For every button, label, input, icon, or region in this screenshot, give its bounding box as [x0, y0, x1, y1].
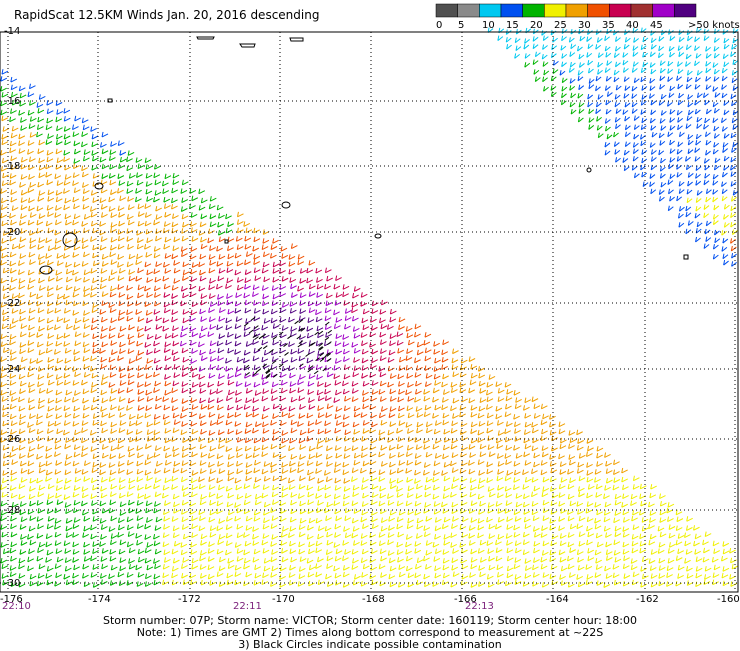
legend-label: 5: [458, 20, 465, 31]
time-label: 22:11: [233, 601, 262, 612]
lon-label: -170: [272, 594, 295, 605]
legend-swatch: [652, 3, 675, 18]
lon-label: -162: [636, 594, 659, 605]
time-label: 22:13: [465, 601, 494, 612]
legend-label: 20: [530, 20, 543, 31]
lat-label: -26: [4, 434, 21, 445]
map-title: RapidScat 12.5KM Winds Jan. 20, 2016 des…: [14, 8, 320, 22]
legend-label: >50 knots: [688, 20, 740, 31]
legend-label: 0: [436, 20, 443, 31]
note-line: Note: 1) Times are GMT 2) Times along bo…: [136, 626, 604, 639]
lon-label: -168: [362, 594, 385, 605]
legend-swatch: [457, 3, 480, 18]
lat-label: -28: [4, 505, 21, 516]
legend-label: 35: [602, 20, 615, 31]
lat-label: -20: [4, 227, 21, 238]
lat-label: -18: [4, 161, 21, 172]
legend-swatch: [565, 3, 588, 18]
island-outlines: [39, 36, 689, 275]
legend-swatch: [500, 3, 523, 18]
lat-lon-grid: [0, 31, 738, 592]
lat-label: -14: [4, 26, 21, 37]
lat-label: -24: [4, 364, 21, 375]
legend-swatch: [587, 3, 610, 18]
legend-label: 45: [650, 20, 663, 31]
legend-swatch: [479, 3, 502, 18]
legend-swatch: [522, 3, 545, 18]
wind-swath: [0, 27, 739, 588]
lon-label: -174: [88, 594, 111, 605]
time-label: 22:10: [2, 601, 31, 612]
storm-info: Storm number: 07P; Storm name: VICTOR; S…: [103, 614, 637, 627]
legend-swatch: [630, 3, 653, 18]
map-frame: [0, 31, 739, 593]
legend-label: 30: [578, 20, 591, 31]
legend-label: 15: [506, 20, 519, 31]
legend-label: 40: [626, 20, 639, 31]
legend-swatch: [544, 3, 567, 18]
note-line: 3) Black Circles indicate possible conta…: [238, 638, 502, 651]
legend-swatch: [435, 3, 458, 18]
lon-label: -160: [717, 594, 740, 605]
lat-label: -16: [4, 96, 21, 107]
legend-swatch: [674, 3, 697, 18]
lon-label: -166: [454, 594, 477, 605]
lon-label: -176: [0, 594, 23, 605]
legend-swatch: [609, 3, 632, 18]
legend-label: 25: [554, 20, 567, 31]
lat-label: -30: [4, 578, 21, 589]
lon-label: -172: [178, 594, 201, 605]
lon-label: -164: [546, 594, 569, 605]
lat-label: -22: [4, 298, 21, 309]
legend-colorbar: [435, 3, 697, 18]
legend-label: 10: [482, 20, 495, 31]
